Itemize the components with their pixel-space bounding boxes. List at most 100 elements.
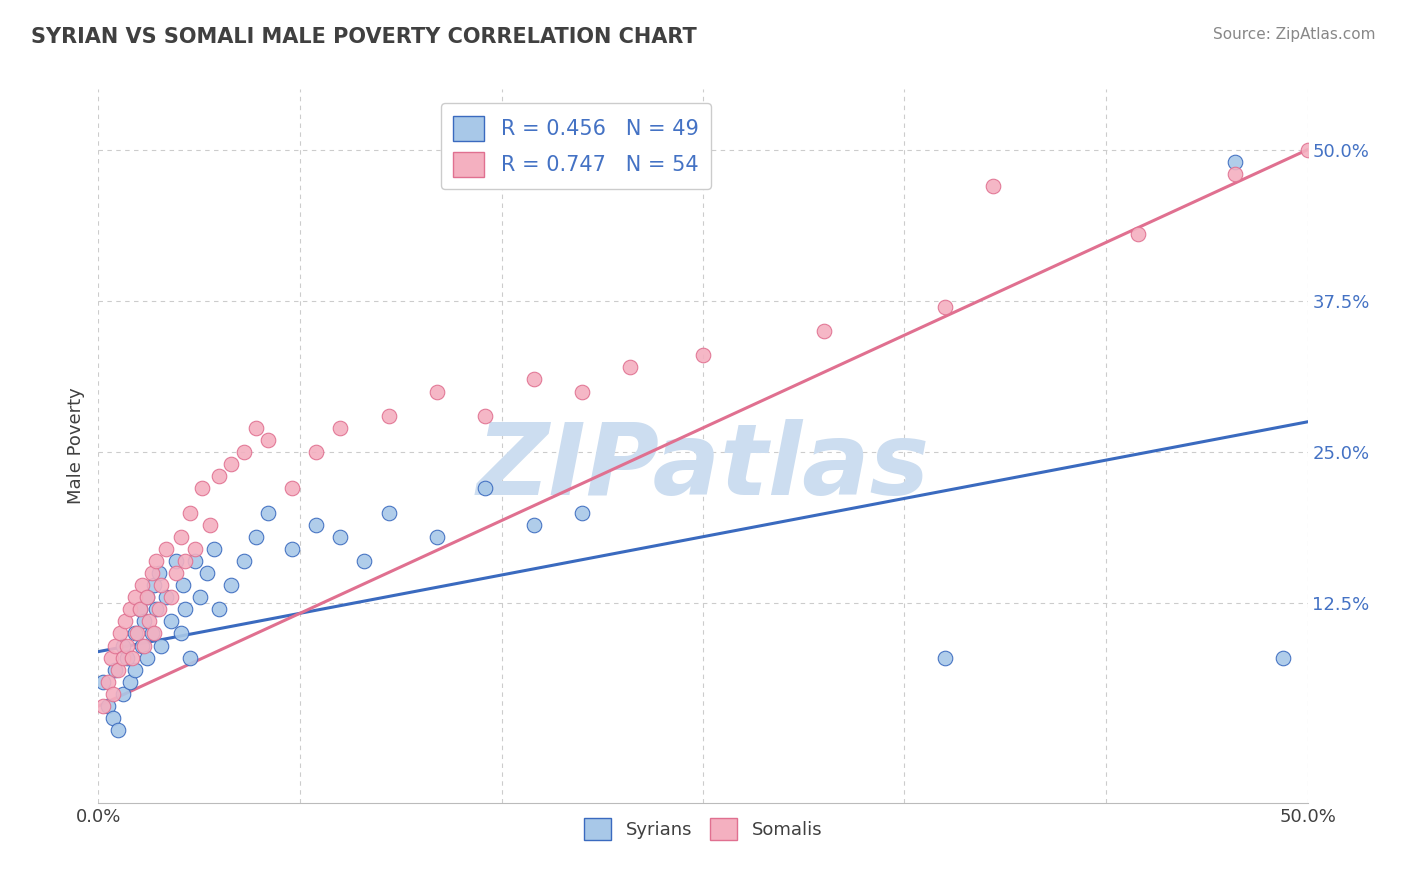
- Point: [179, 650, 201, 665]
- Point: [172, 578, 194, 592]
- Point: [571, 506, 593, 520]
- Point: [934, 650, 956, 665]
- Point: [169, 530, 191, 544]
- Point: [1128, 227, 1150, 242]
- Point: [426, 530, 449, 544]
- Point: [523, 517, 546, 532]
- Text: Source: ZipAtlas.com: Source: ZipAtlas.com: [1212, 27, 1375, 42]
- Point: [256, 433, 278, 447]
- Point: [474, 481, 496, 495]
- Point: [377, 506, 399, 520]
- Point: [91, 699, 114, 714]
- Point: [128, 602, 150, 616]
- Point: [204, 541, 226, 556]
- Point: [179, 506, 201, 520]
- Point: [195, 566, 218, 580]
- Point: [934, 300, 956, 314]
- Point: [101, 711, 124, 725]
- Point: [104, 663, 127, 677]
- Point: [145, 554, 167, 568]
- Point: [1223, 154, 1246, 169]
- Point: [135, 590, 157, 604]
- Point: [141, 566, 163, 580]
- Point: [981, 178, 1004, 193]
- Point: [124, 663, 146, 677]
- Point: [188, 590, 211, 604]
- Point: [281, 541, 304, 556]
- Point: [124, 590, 146, 604]
- Point: [160, 590, 183, 604]
- Point: [114, 615, 136, 629]
- Point: [117, 650, 139, 665]
- Point: [118, 674, 141, 689]
- Point: [155, 541, 177, 556]
- Point: [174, 602, 197, 616]
- Point: [619, 360, 641, 375]
- Point: [571, 384, 593, 399]
- Point: [155, 590, 177, 604]
- Point: [329, 421, 352, 435]
- Point: [329, 530, 352, 544]
- Point: [150, 639, 173, 653]
- Point: [111, 650, 134, 665]
- Point: [256, 506, 278, 520]
- Point: [111, 639, 134, 653]
- Point: [377, 409, 399, 423]
- Point: [135, 650, 157, 665]
- Point: [1223, 167, 1246, 181]
- Point: [118, 602, 141, 616]
- Text: SYRIAN VS SOMALI MALE POVERTY CORRELATION CHART: SYRIAN VS SOMALI MALE POVERTY CORRELATIO…: [31, 27, 697, 46]
- Point: [692, 348, 714, 362]
- Point: [101, 687, 124, 701]
- Point: [474, 409, 496, 423]
- Point: [143, 578, 166, 592]
- Point: [353, 554, 375, 568]
- Point: [131, 578, 153, 592]
- Y-axis label: Male Poverty: Male Poverty: [66, 388, 84, 504]
- Point: [143, 626, 166, 640]
- Point: [245, 530, 267, 544]
- Point: [813, 324, 835, 338]
- Point: [91, 674, 114, 689]
- Point: [134, 615, 156, 629]
- Point: [232, 554, 254, 568]
- Point: [305, 517, 328, 532]
- Point: [108, 626, 131, 640]
- Point: [141, 626, 163, 640]
- Point: [184, 541, 207, 556]
- Point: [165, 554, 187, 568]
- Point: [221, 578, 243, 592]
- Point: [107, 723, 129, 738]
- Point: [117, 639, 139, 653]
- Point: [121, 650, 143, 665]
- Legend: Syrians, Somalis: Syrians, Somalis: [576, 811, 830, 847]
- Point: [131, 639, 153, 653]
- Point: [281, 481, 304, 495]
- Point: [150, 578, 173, 592]
- Point: [148, 602, 170, 616]
- Text: ZIPatlas: ZIPatlas: [477, 419, 929, 516]
- Point: [97, 699, 120, 714]
- Point: [111, 687, 134, 701]
- Point: [134, 639, 156, 653]
- Point: [245, 421, 267, 435]
- Point: [100, 650, 122, 665]
- Point: [107, 663, 129, 677]
- Point: [523, 372, 546, 386]
- Point: [145, 602, 167, 616]
- Point: [165, 566, 187, 580]
- Point: [127, 626, 149, 640]
- Point: [160, 615, 183, 629]
- Point: [169, 626, 191, 640]
- Point: [174, 554, 197, 568]
- Point: [191, 481, 214, 495]
- Point: [1272, 650, 1295, 665]
- Point: [208, 469, 231, 483]
- Point: [135, 590, 157, 604]
- Point: [221, 457, 243, 471]
- Point: [198, 517, 221, 532]
- Point: [124, 626, 146, 640]
- Point: [208, 602, 231, 616]
- Point: [104, 639, 127, 653]
- Point: [97, 674, 120, 689]
